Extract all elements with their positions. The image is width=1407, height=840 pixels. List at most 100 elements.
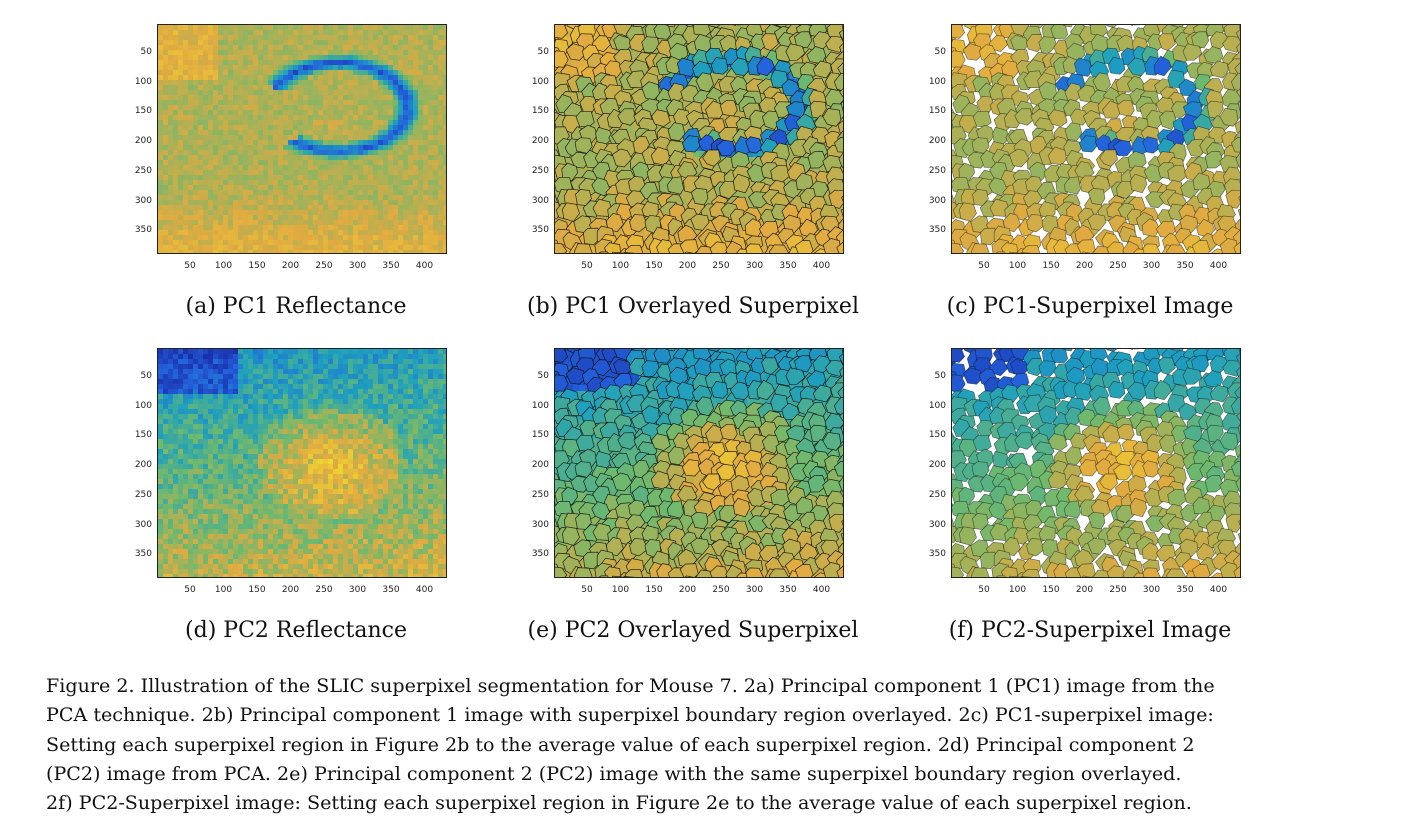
x-tick-label: 150 [248, 585, 266, 595]
x-tick-label: 250 [315, 585, 333, 595]
y-tick-label: 150 [928, 106, 946, 117]
x-tick-label: 200 [1075, 585, 1094, 595]
y-tick-label: 150 [134, 106, 152, 117]
x-tick-label: 200 [281, 585, 300, 595]
subfigure-caption: (f) PC2-Superpixel Image [948, 618, 1232, 643]
y-tick-label: 150 [134, 430, 152, 441]
superpixel-layer [555, 349, 843, 577]
y-tick-label: 150 [531, 430, 549, 441]
x-tick-label: 400 [415, 585, 434, 595]
image-raster [158, 25, 446, 253]
x-tick-label: 150 [645, 585, 663, 595]
y-tick-label: 250 [928, 165, 946, 176]
x-tick-label: 150 [1042, 585, 1060, 595]
y-tick-label: 350 [531, 225, 549, 236]
plot-image-b [554, 24, 844, 254]
y-tick-label: 250 [928, 489, 946, 500]
subfigure-caption: (a) PC1 Reflectance [185, 294, 407, 319]
y-tick-label: 50 [140, 371, 152, 381]
y-tick-label: 150 [531, 106, 549, 117]
y-tick-label: 250 [134, 165, 152, 176]
y-tick-label: 350 [928, 225, 946, 236]
plot-image-d [157, 348, 447, 578]
x-tick-label: 100 [611, 261, 630, 271]
y-tick-label: 300 [134, 195, 152, 206]
x-tick-label: 300 [1142, 585, 1161, 595]
figure-caption-line: 2f) PC2-Superpixel image: Setting each s… [46, 791, 1192, 815]
x-tick-label: 50 [581, 261, 593, 271]
x-tick-label: 250 [1109, 261, 1127, 271]
y-tick-label: 100 [928, 400, 946, 411]
x-tick-label: 50 [978, 585, 990, 595]
y-tick-label: 350 [928, 549, 946, 560]
y-tick-label: 50 [537, 47, 549, 57]
y-tick-label: 50 [934, 371, 946, 381]
x-tick-label: 400 [1209, 585, 1228, 595]
subfigure-caption: (c) PC1-Superpixel Image [946, 294, 1234, 319]
x-tick-label: 100 [214, 585, 233, 595]
x-tick-label: 250 [1109, 585, 1127, 595]
y-tick-label: 200 [928, 460, 946, 471]
y-tick-label: 250 [134, 489, 152, 500]
plot-image-e [554, 348, 844, 578]
y-tick-label: 50 [140, 47, 152, 57]
plot-image-f [951, 348, 1241, 578]
x-tick-label: 150 [248, 261, 266, 271]
superpixel-layer [555, 25, 843, 253]
x-tick-label: 50 [978, 261, 990, 271]
plot-image-c [951, 24, 1241, 254]
y-tick-label: 100 [134, 400, 152, 411]
y-tick-label: 300 [928, 195, 946, 206]
x-tick-label: 350 [382, 261, 400, 271]
y-tick-label: 300 [928, 519, 946, 530]
x-tick-label: 250 [712, 261, 730, 271]
x-tick-label: 50 [184, 585, 196, 595]
superpixel-layer [952, 349, 1240, 577]
y-tick-label: 100 [531, 400, 549, 411]
x-tick-label: 100 [611, 585, 630, 595]
x-tick-label: 400 [812, 585, 831, 595]
y-tick-label: 100 [134, 76, 152, 87]
x-tick-label: 200 [678, 261, 697, 271]
x-tick-label: 300 [348, 585, 367, 595]
y-tick-label: 200 [134, 460, 152, 471]
y-tick-label: 50 [934, 47, 946, 57]
x-tick-label: 350 [779, 585, 797, 595]
y-tick-label: 250 [531, 489, 549, 500]
x-tick-label: 350 [1176, 261, 1194, 271]
figure-caption-line: Figure 2. Illustration of the SLIC super… [46, 674, 1215, 697]
y-tick-label: 300 [531, 195, 549, 206]
x-tick-label: 350 [779, 261, 797, 271]
x-tick-label: 250 [315, 261, 333, 271]
x-tick-label: 300 [348, 261, 367, 271]
x-tick-label: 200 [678, 585, 697, 595]
y-tick-label: 350 [134, 549, 152, 560]
x-tick-label: 250 [712, 585, 730, 595]
plot-image-a [157, 24, 447, 254]
x-tick-label: 200 [1075, 261, 1094, 271]
x-tick-label: 50 [184, 261, 196, 271]
subfigure-caption: (d) PC2 Reflectance [185, 618, 407, 643]
x-tick-label: 350 [1176, 585, 1194, 595]
y-tick-label: 50 [537, 371, 549, 381]
x-tick-label: 100 [214, 261, 233, 271]
y-tick-label: 200 [134, 136, 152, 147]
y-tick-label: 350 [531, 549, 549, 560]
x-tick-label: 300 [1142, 261, 1161, 271]
y-tick-label: 200 [531, 136, 549, 147]
x-tick-label: 400 [812, 261, 831, 271]
y-tick-label: 300 [531, 519, 549, 530]
figure-caption-line: Setting each superpixel region in Figure… [46, 732, 1195, 756]
y-tick-label: 100 [531, 76, 549, 87]
x-tick-label: 100 [1008, 261, 1027, 271]
subfigure-caption: (b) PC1 Overlayed Superpixel [527, 294, 859, 319]
y-tick-label: 350 [134, 225, 152, 236]
y-tick-label: 200 [928, 136, 946, 147]
x-tick-label: 200 [281, 261, 300, 271]
y-tick-label: 300 [134, 519, 152, 530]
x-tick-label: 300 [745, 585, 764, 595]
y-tick-label: 250 [531, 165, 549, 176]
x-tick-label: 150 [645, 261, 663, 271]
y-tick-label: 200 [531, 460, 549, 471]
x-tick-label: 100 [1008, 585, 1027, 595]
